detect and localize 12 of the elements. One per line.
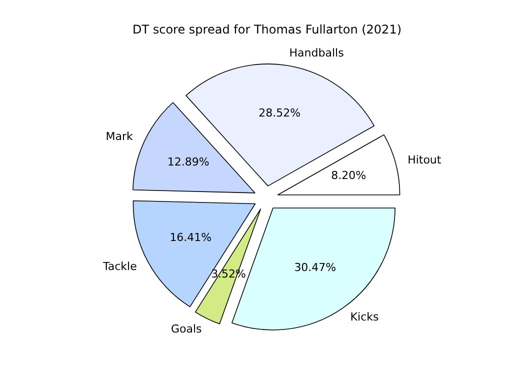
slice-label: Tackle	[102, 260, 138, 273]
slice-label: Goals	[170, 322, 202, 336]
slice-label: Kicks	[350, 310, 379, 324]
slice-label: Mark	[106, 130, 134, 144]
slice-label: Hitout	[408, 154, 442, 167]
data-label: 16.41%	[170, 231, 212, 244]
chart-title: DT score spread for Thomas Fullarton (2021)	[132, 22, 402, 36]
slice-label: Handballs	[289, 46, 344, 60]
data-label: 28.52%	[258, 106, 301, 120]
data-label: 12.89%	[167, 155, 210, 168]
data-label: 30.47%	[294, 260, 336, 274]
data-label: 8.20%	[331, 169, 366, 182]
